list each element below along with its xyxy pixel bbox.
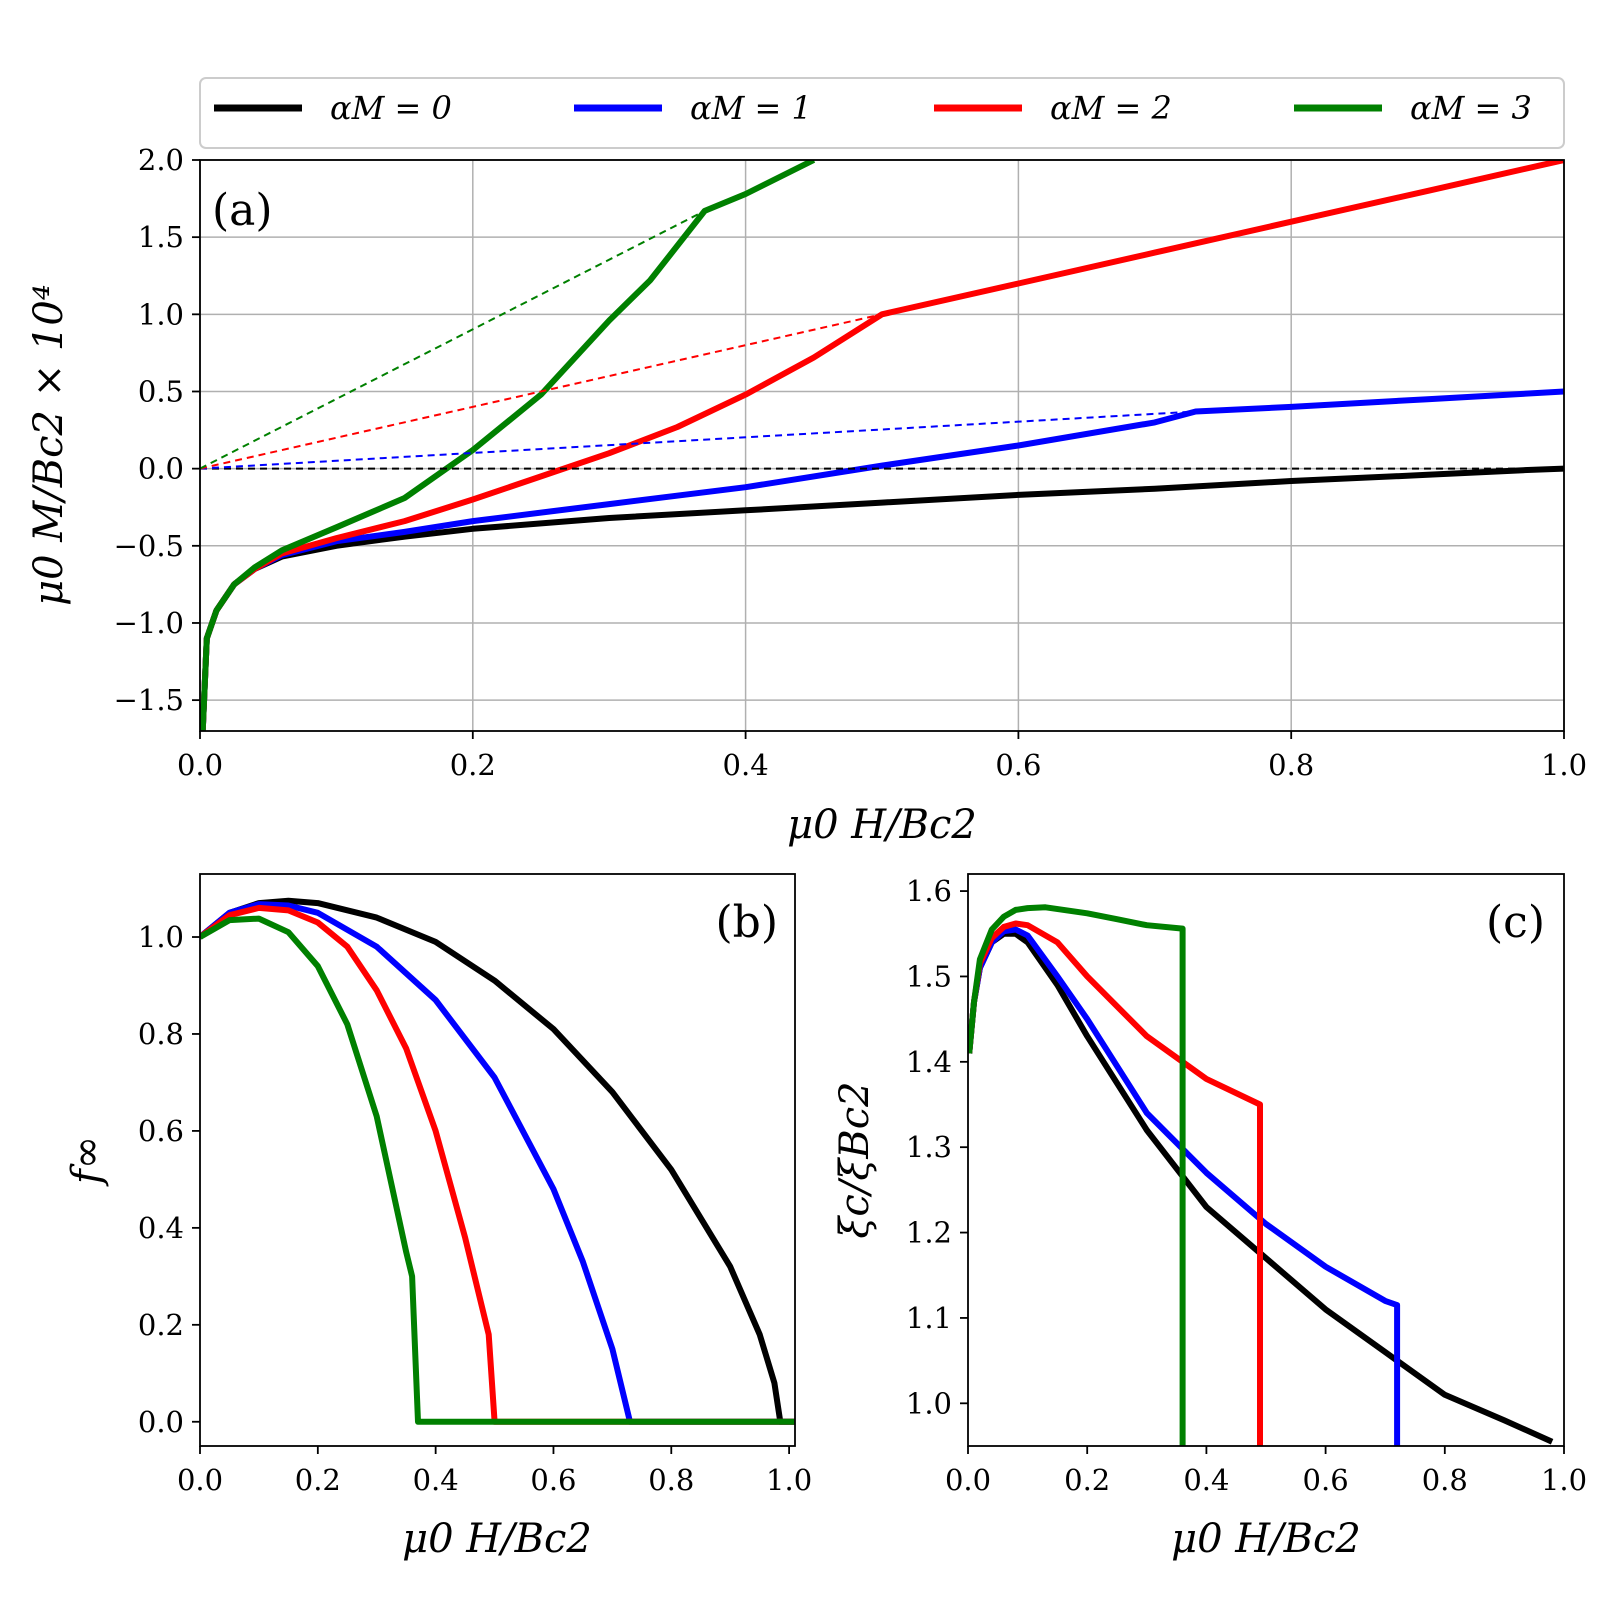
series-line-a--m-3: [200, 160, 816, 731]
series-line-a--m-1: [200, 388, 1564, 731]
series-line-b--m-3: [200, 915, 795, 1425]
y-tick-label-b-0: 0.0: [138, 1405, 184, 1439]
legend-label-3: αM = 3: [1410, 89, 1532, 127]
panel-label-c: (c): [1486, 897, 1545, 948]
y-tick-label-c-2: 1.2: [906, 1216, 952, 1250]
y-tick-label-b-3: 0.6: [138, 1114, 184, 1148]
series-line-a--m-0: [200, 465, 1564, 731]
y-tick-label-a-7: 2.0: [138, 143, 184, 177]
x-tick-label-b-2: 0.4: [413, 1463, 459, 1497]
frame-c: [967, 873, 1565, 1447]
panel-b: 0.0 0.2 0.4 0.6 0.8 1.0 0.0 0.2 0.4 0.6 0.8 1.0 (b)…: [64, 873, 812, 1562]
y-tick-label-c-6: 1.6: [906, 874, 952, 908]
y-tick-label-a-2: −0.5: [114, 529, 184, 563]
x-tick-label-a-0: 0.0: [177, 748, 223, 782]
x-tick-label-c-5: 1.0: [1541, 1463, 1587, 1497]
x-axis-title-c: μ0 H/Bc2: [1171, 1516, 1361, 1562]
series-line-b--m-1: [200, 901, 795, 1425]
x-tick-label-b-5: 1.0: [766, 1463, 812, 1497]
x-tick-label-c-0: 0.0: [945, 1463, 991, 1497]
y-axis-title-a: μ0 M/Bc2 × 10⁴: [26, 284, 72, 606]
y-tick-label-b-1: 0.2: [138, 1308, 184, 1342]
x-axis-title-a: μ0 H/Bc2: [787, 802, 977, 848]
y-tick-label-a-4: 0.5: [138, 374, 184, 408]
ticks-b: 0.0 0.2 0.4 0.6 0.8 1.0 0.0 0.2 0.4 0.6 0.8 1.0: [138, 920, 812, 1497]
x-tick-label-c-4: 0.8: [1422, 1463, 1468, 1497]
y-tick-label-a-3: 0.0: [138, 452, 184, 486]
y-axis-title-b: f∞: [64, 1136, 110, 1187]
y-tick-label-a-5: 1.0: [138, 297, 184, 331]
legend-label-2: αM = 2: [1050, 89, 1172, 127]
legend-frame: [199, 77, 1565, 149]
series-c: [968, 904, 1554, 1446]
y-tick-label-b-5: 1.0: [138, 920, 184, 954]
series-line-a--m-1-linear: [200, 410, 1196, 470]
y-tick-label-a-1: −1.0: [114, 606, 184, 640]
series-a: [200, 160, 1564, 731]
series-line-b--m-0: [200, 897, 795, 1425]
ticks-c: 0.0 0.2 0.4 0.6 0.8 1.0 1.0 1.1 1.2 1.3 1.4 1.5 1.6: [906, 874, 1587, 1497]
frame-b: [199, 873, 796, 1447]
x-tick-label-b-0: 0.0: [177, 1463, 223, 1497]
x-tick-label-c-1: 0.2: [1064, 1463, 1110, 1497]
frame-a: [199, 159, 1565, 732]
legend: αM = 0 αM = 1 αM = 2 αM = 3: [199, 77, 1565, 149]
x-tick-label-b-1: 0.2: [295, 1463, 341, 1497]
grid-a: [199, 159, 1565, 731]
x-tick-label-a-3: 0.6: [995, 748, 1041, 782]
ticks-a: 0.0 0.2 0.4 0.6 0.8 1.0 −1.5 −1.0 −0.5 0.0 0.5 1.0 1…: [114, 143, 1587, 782]
x-tick-label-b-4: 0.8: [648, 1463, 694, 1497]
y-tick-label-a-6: 1.5: [138, 220, 184, 254]
x-tick-label-a-5: 1.0: [1541, 748, 1587, 782]
series-line-a--m-2-linear: [200, 313, 883, 470]
y-tick-label-c-1: 1.1: [906, 1301, 952, 1335]
legend-label-1: αM = 1: [690, 89, 812, 127]
legend-label-0: αM = 0: [330, 89, 452, 127]
x-tick-label-c-3: 0.6: [1303, 1463, 1349, 1497]
panel-label-b: (b): [716, 897, 779, 948]
y-axis-title-c: ξc/ξBc2: [832, 1081, 878, 1238]
x-tick-label-b-3: 0.6: [530, 1463, 576, 1497]
x-tick-label-a-1: 0.2: [450, 748, 496, 782]
panel-a: 0.0 0.2 0.4 0.6 0.8 1.0 −1.5 −1.0 −0.5 0.0 0.5 1.0 1…: [26, 143, 1587, 848]
x-axis-title-b: μ0 H/Bc2: [402, 1516, 592, 1562]
series-b: [200, 897, 795, 1425]
y-tick-label-c-0: 1.0: [906, 1386, 952, 1420]
y-tick-label-c-3: 1.3: [906, 1130, 952, 1164]
series-line-a--m-2: [200, 160, 1564, 731]
series-line-a--m-3-linear: [200, 210, 706, 470]
panel-label-a: (a): [212, 185, 273, 236]
y-tick-label-a-0: −1.5: [114, 683, 184, 717]
series-line-b--m-2: [200, 904, 795, 1425]
y-tick-label-b-4: 0.8: [138, 1017, 184, 1051]
x-tick-label-a-2: 0.4: [723, 748, 769, 782]
x-tick-label-c-2: 0.4: [1183, 1463, 1229, 1497]
x-tick-label-a-4: 0.8: [1268, 748, 1314, 782]
y-tick-label-b-2: 0.4: [138, 1211, 184, 1245]
y-tick-label-c-5: 1.5: [906, 959, 952, 993]
y-tick-label-c-4: 1.4: [906, 1045, 952, 1079]
panel-c: 0.0 0.2 0.4 0.6 0.8 1.01.01.11.21.31.41.51.6 …: [832, 873, 1587, 1562]
series-line-c--m-3: [968, 904, 1186, 1446]
